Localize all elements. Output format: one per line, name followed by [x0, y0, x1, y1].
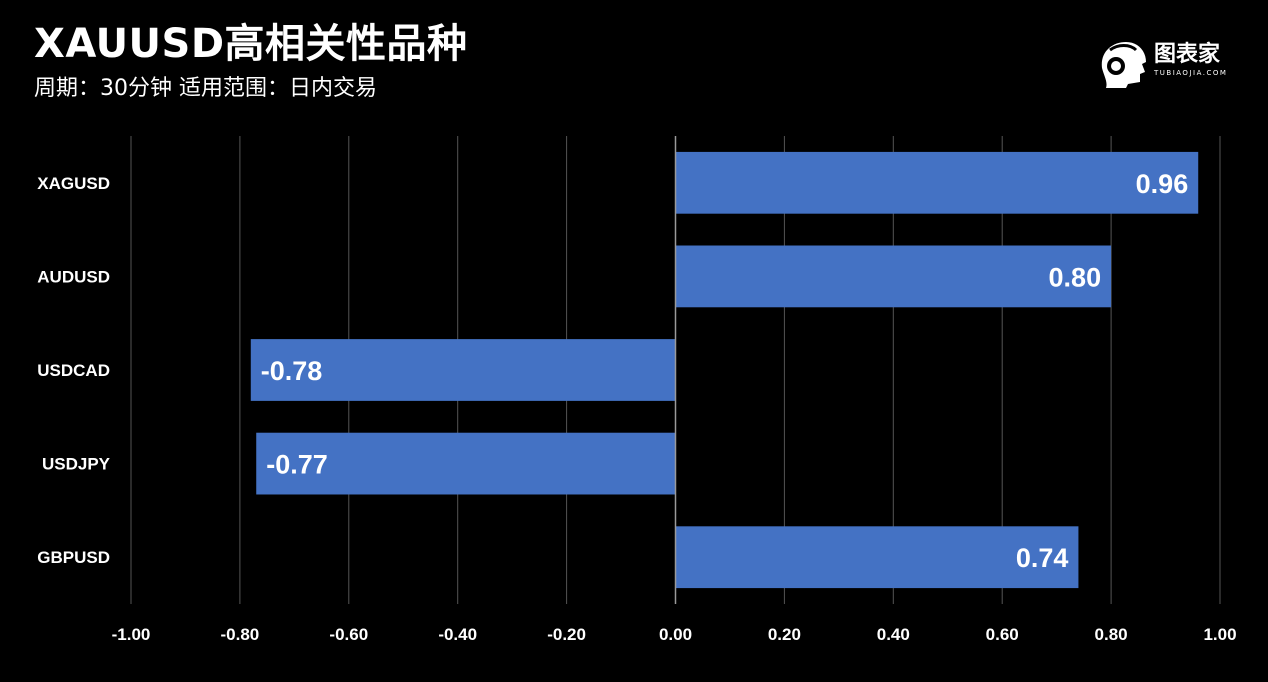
category-label: USDJPY	[42, 455, 111, 474]
category-label: XAGUSD	[37, 174, 110, 193]
bar-usdjpy	[256, 432, 676, 495]
x-tick-label: -0.40	[438, 625, 477, 644]
robot-head-icon	[1101, 42, 1146, 88]
labels: -1.00 -0.80 -0.60 -0.40 -0.20 0.00 0.20 0.40 0.6…	[37, 169, 1236, 644]
bar-gbpusd	[675, 526, 1079, 589]
x-tick-label: 0.00	[659, 625, 692, 644]
x-tick-label: 0.20	[768, 625, 801, 644]
logo-subtext: TUBIAOJIA.COM	[1154, 69, 1228, 77]
category-label: GBPUSD	[37, 548, 110, 567]
data-label: 0.96	[1136, 169, 1189, 199]
x-tick-label: -0.60	[329, 625, 368, 644]
x-tick-label: 0.40	[877, 625, 910, 644]
bars	[250, 151, 1199, 589]
bar-audusd	[675, 245, 1112, 308]
category-label: AUDUSD	[37, 267, 110, 286]
bar-xagusd	[675, 151, 1199, 214]
x-tick-label: 0.80	[1095, 625, 1128, 644]
chart-title: XAUUSD高相关性品种	[34, 21, 468, 67]
brand-logo: 图表家 TUBIAOJIA.COM	[1096, 38, 1236, 90]
data-label: -0.77	[266, 450, 328, 480]
data-label: -0.78	[261, 356, 323, 386]
chart-subtitle: 周期：30分钟 适用范围：日内交易	[34, 76, 377, 101]
x-tick-label: -0.20	[547, 625, 586, 644]
bar-usdcad	[250, 339, 676, 401]
x-tick-label: 0.60	[986, 625, 1019, 644]
logo-text: 图表家	[1154, 42, 1221, 67]
category-label: USDCAD	[37, 361, 110, 380]
x-tick-label: 1.00	[1203, 625, 1236, 644]
data-label: 0.74	[1016, 543, 1069, 573]
x-tick-label: -1.00	[112, 625, 151, 644]
x-tick-label: -0.80	[221, 625, 260, 644]
data-label: 0.80	[1049, 262, 1102, 292]
grid-lines	[130, 136, 1221, 604]
